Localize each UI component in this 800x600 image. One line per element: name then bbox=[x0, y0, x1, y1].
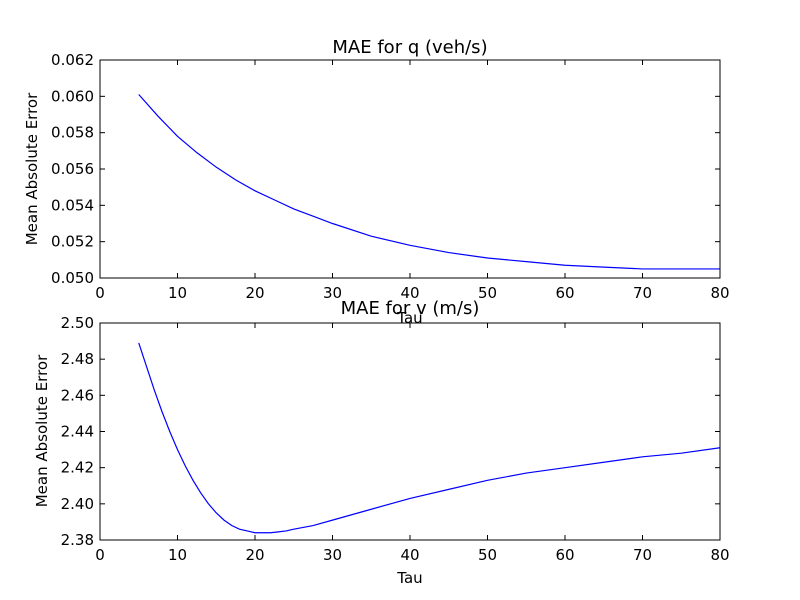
subplot-q-ylabel: Mean Absolute Error bbox=[23, 92, 41, 245]
q-ytick-label-1: 0.052 bbox=[51, 233, 94, 251]
subplot-v-ticks bbox=[99, 322, 721, 541]
v-xtick-label-0: 0 bbox=[95, 546, 105, 564]
v-xtick-label-4: 40 bbox=[400, 546, 419, 564]
q-xtick-label-3: 30 bbox=[323, 284, 342, 302]
q-ytick-label-3: 0.056 bbox=[51, 160, 94, 178]
subplot-q-frame bbox=[99, 59, 721, 279]
q-xtick-label-2: 20 bbox=[245, 284, 264, 302]
v-ytick-label-5: 2.48 bbox=[61, 350, 94, 368]
q-ytick-label-0: 0.050 bbox=[51, 269, 94, 287]
q-xtick-label-8: 80 bbox=[710, 284, 729, 302]
q-ytick-label-6: 0.062 bbox=[51, 51, 94, 69]
q-xtick-label-1: 10 bbox=[168, 284, 187, 302]
q-xtick-label-5: 50 bbox=[478, 284, 497, 302]
v-ytick-label-0: 2.38 bbox=[61, 531, 94, 549]
v-xtick-label-3: 30 bbox=[323, 546, 342, 564]
q-xtick-label-0: 0 bbox=[95, 284, 105, 302]
subplot-v-xtick-labels: 0 10 20 30 40 50 60 70 80 bbox=[95, 546, 729, 564]
v-xtick-label-5: 50 bbox=[478, 546, 497, 564]
v-xtick-label-6: 60 bbox=[555, 546, 574, 564]
subplot-q: 0 10 20 30 40 50 60 70 80 0.0500.0520.0540.0560.… bbox=[23, 37, 730, 327]
subplot-v-frame bbox=[99, 322, 721, 541]
v-ytick-label-2: 2.42 bbox=[61, 459, 94, 477]
v-xtick-label-8: 80 bbox=[710, 546, 729, 564]
subplot-q-ytick-labels: 0.050 0.052 0.054 0.056 0.058 0.060 0.062 bbox=[51, 51, 94, 287]
subplot-q-xtick-labels: 0 10 20 30 40 50 60 70 80 bbox=[95, 284, 729, 302]
q-xtick-label-7: 70 bbox=[633, 284, 652, 302]
v-ytick-label-4: 2.46 bbox=[61, 386, 94, 404]
q-xtick-label-4: 40 bbox=[400, 284, 419, 302]
v-xtick-label-7: 70 bbox=[633, 546, 652, 564]
v-xtick-label-2: 20 bbox=[245, 546, 264, 564]
q-mae-line bbox=[138, 94, 720, 270]
v-ytick-label-3: 2.44 bbox=[61, 423, 94, 441]
q-xtick-label-6: 60 bbox=[555, 284, 574, 302]
q-ytick-label-5: 0.060 bbox=[51, 87, 94, 105]
subplot-v-xlabel: Tau bbox=[396, 569, 422, 587]
subplot-v: 0 10 20 30 40 50 60 70 80 2.382.402.422.442.462.… bbox=[33, 298, 730, 587]
subplot-v-ytick-labels: 2.38 2.40 2.42 2.44 2.46 2.48 2.50 bbox=[61, 314, 94, 549]
subplot-q-title: MAE for q (veh/s) bbox=[332, 37, 487, 58]
subplot-v-title: MAE for v (m/s) bbox=[341, 298, 480, 319]
q-ytick-label-2: 0.054 bbox=[51, 196, 94, 214]
v-mae-line bbox=[138, 342, 721, 534]
q-ytick-label-4: 0.058 bbox=[51, 124, 94, 142]
v-xtick-label-1: 10 bbox=[168, 546, 187, 564]
v-ytick-label-1: 2.40 bbox=[61, 495, 94, 513]
subplot-v-ylabel: Mean Absolute Error bbox=[33, 354, 51, 507]
v-ytick-label-6: 2.50 bbox=[61, 314, 94, 332]
